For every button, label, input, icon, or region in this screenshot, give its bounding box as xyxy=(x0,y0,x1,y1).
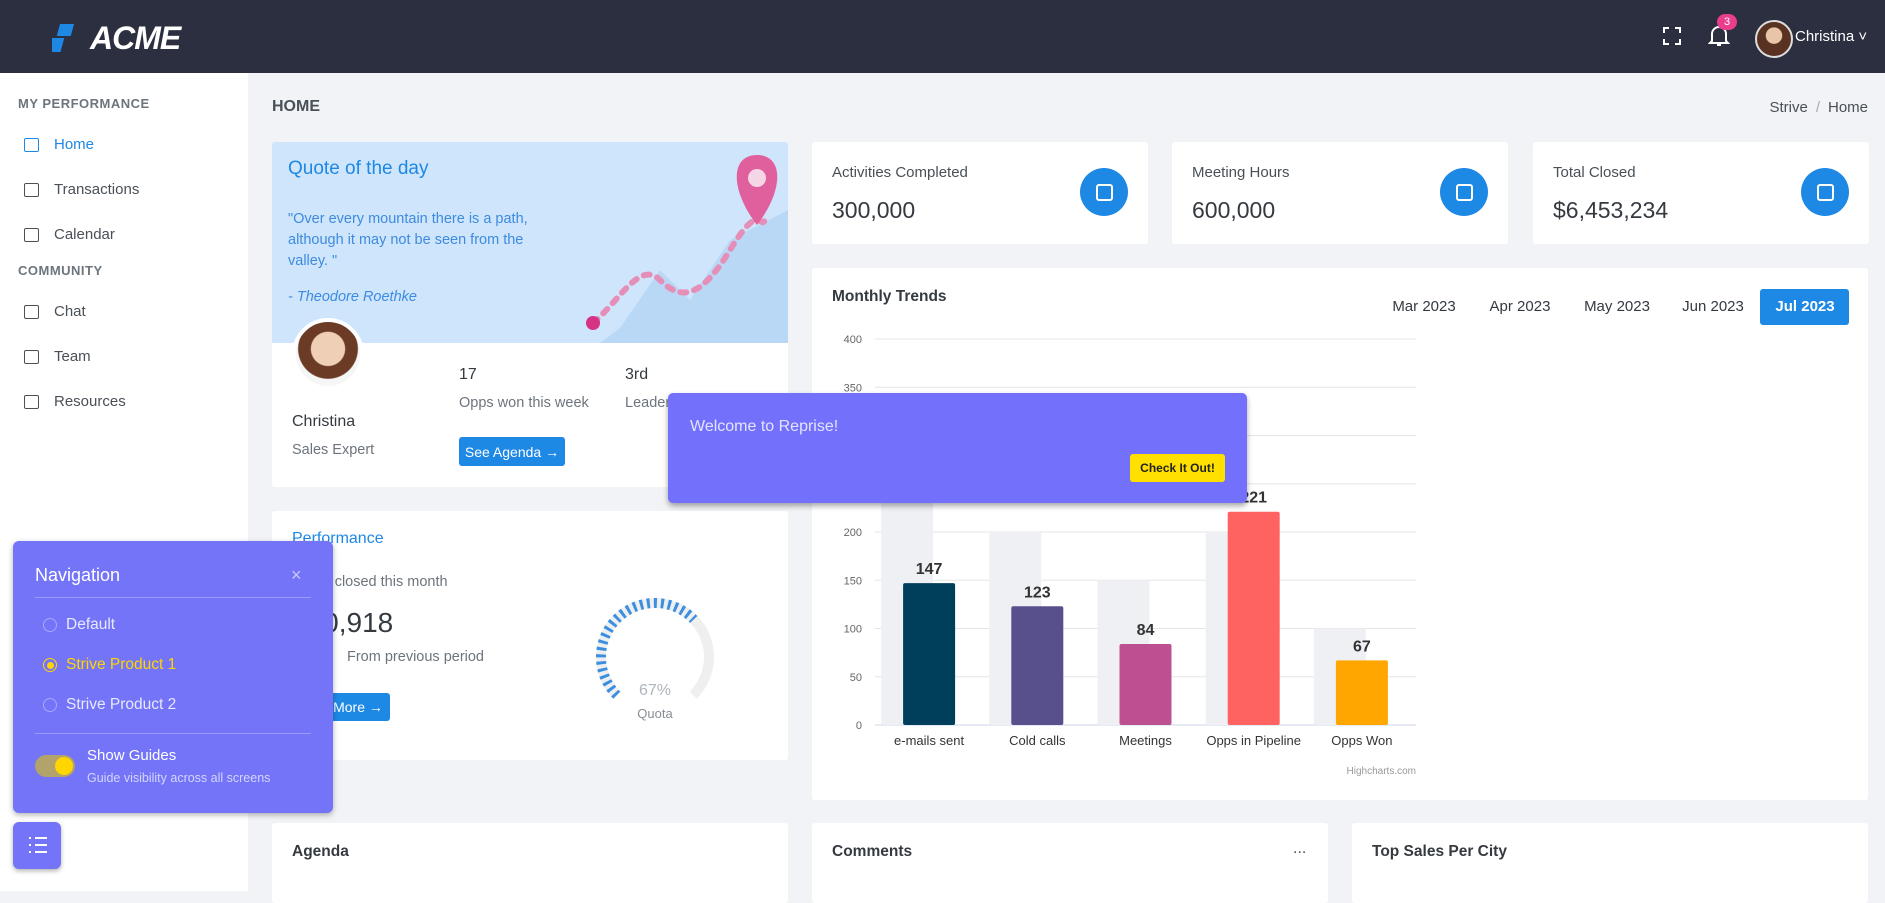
stat-icon-glyph xyxy=(1817,184,1834,201)
fullscreen-icon[interactable] xyxy=(1662,26,1682,46)
chart-title: Monthly Trends xyxy=(832,288,947,305)
sidebar-item[interactable]: Chat xyxy=(54,303,86,320)
quote-author: - Theodore Roethke xyxy=(288,289,417,305)
toggle-label: Show Guides xyxy=(87,747,177,764)
x-tick-label: e-mails sent xyxy=(894,733,965,748)
gauge-caption: Quota xyxy=(637,706,673,721)
popup-button[interactable]: Check It Out! xyxy=(1130,454,1225,482)
radio[interactable] xyxy=(43,658,57,672)
list-icon xyxy=(29,837,47,853)
sidebar-item[interactable]: Home xyxy=(54,136,95,153)
logo-icon xyxy=(52,24,74,52)
nav-title: Navigation xyxy=(35,565,121,585)
bottom-card-title: Agenda xyxy=(292,843,349,860)
divider xyxy=(35,733,311,734)
toggle-knob xyxy=(55,757,73,775)
sidebar-icon xyxy=(24,350,39,364)
see-agenda-button[interactable]: See Agenda → xyxy=(459,437,565,466)
profile-stat-value: 3rd xyxy=(625,366,649,383)
notification-badge: 3 xyxy=(1717,14,1737,30)
stat-label: Total Closed xyxy=(1553,164,1636,181)
profile-stat-label: Opps won this week xyxy=(459,395,589,411)
gauge-value: 67% xyxy=(638,682,672,699)
performance-change: From previous period xyxy=(347,649,484,665)
quote-illustration xyxy=(586,155,788,343)
user-avatar[interactable] xyxy=(1755,20,1793,58)
toggle[interactable] xyxy=(35,755,75,777)
profile-name: Christina xyxy=(292,413,356,430)
breadcrumb-item: Home xyxy=(1827,99,1868,116)
period-tab[interactable]: Jun 2023 xyxy=(1682,298,1744,315)
sidebar-icon xyxy=(24,305,39,319)
toggle-description: Guide visibility across all screens xyxy=(87,771,271,785)
profile-role: Sales Expert xyxy=(292,442,375,458)
page-title: HOME xyxy=(272,98,320,115)
radio[interactable] xyxy=(43,618,57,632)
x-tick-label: Opps Won xyxy=(1331,733,1393,748)
breadcrumb: Strive / Home xyxy=(1769,99,1868,116)
more-menu[interactable]: ... xyxy=(1293,840,1307,857)
profile-avatar xyxy=(292,318,364,390)
top-bar xyxy=(0,0,1885,73)
profile-stat-value: 17 xyxy=(459,366,477,383)
stat-icon xyxy=(1080,168,1128,216)
chart-card xyxy=(812,268,1868,800)
sidebar-icon xyxy=(24,395,39,409)
navigation-panel: Navigation × Show Guides Guide visibilit… xyxy=(13,541,333,813)
nav-option[interactable]: Strive Product 2 xyxy=(66,696,177,713)
sidebar-section-title: MY PERFORMANCE xyxy=(18,96,150,111)
sidebar-item[interactable]: Resources xyxy=(54,393,126,410)
bottom-card-title: Comments xyxy=(832,843,913,860)
user-name-text[interactable]: Christina xyxy=(1795,28,1855,45)
button-text[interactable]: See Agenda xyxy=(464,443,542,460)
sidebar-icon xyxy=(24,183,39,197)
tab-active-bg[interactable] xyxy=(1760,289,1849,325)
stat-icon-glyph xyxy=(1096,184,1113,201)
stat-label: Activities Completed xyxy=(832,164,968,181)
x-tick-label: Cold calls xyxy=(1009,733,1066,748)
period-tab[interactable]: May 2023 xyxy=(1584,298,1650,315)
nav-option[interactable]: Strive Product 1 xyxy=(66,656,177,673)
sidebar-item[interactable]: Team xyxy=(54,348,91,365)
stat-icon-glyph xyxy=(1456,184,1473,201)
bottom-card xyxy=(812,823,1328,903)
quote-text: "Over every mountain there is a path, al… xyxy=(288,211,528,269)
guide-button[interactable] xyxy=(13,822,61,869)
period-tab[interactable]: Mar 2023 xyxy=(1392,298,1456,315)
welcome-popup: Welcome to Reprise! Check It Out! xyxy=(668,393,1247,503)
period-tab[interactable]: Apr 2023 xyxy=(1489,298,1551,315)
radio[interactable] xyxy=(43,698,57,712)
sidebar-item[interactable]: Transactions xyxy=(54,181,140,198)
sidebar-item[interactable]: Calendar xyxy=(54,226,115,243)
sidebar-icon xyxy=(24,138,39,152)
nav-option[interactable]: Default xyxy=(66,616,116,633)
breadcrumb-item[interactable]: Strive xyxy=(1769,99,1808,116)
close-button[interactable]: × xyxy=(291,565,302,585)
sidebar-icon xyxy=(24,228,39,242)
radio-dot xyxy=(47,662,54,669)
logo[interactable]: ACME xyxy=(90,20,181,56)
x-tick-label: Opps in Pipeline xyxy=(1206,733,1302,748)
sidebar-section-title: COMMUNITY xyxy=(18,263,103,278)
x-tick-label: Meetings xyxy=(1119,733,1172,748)
period-tab[interactable]: Jul 2023 xyxy=(1775,298,1835,315)
stat-label: Meeting Hours xyxy=(1192,164,1290,181)
popup-text: Welcome to Reprise! xyxy=(690,418,839,435)
bottom-card xyxy=(272,823,788,903)
stat-icon xyxy=(1801,168,1849,216)
stat-value: 300,000 xyxy=(832,197,916,223)
stat-value: 600,000 xyxy=(1192,197,1276,223)
stat-icon xyxy=(1440,168,1488,216)
user-name[interactable]: Christina ˅ xyxy=(1795,28,1868,45)
divider xyxy=(35,597,311,598)
quote-title: Quote of the day xyxy=(288,158,429,179)
stat-value: $6,453,234 xyxy=(1553,197,1669,223)
bottom-card xyxy=(1352,823,1868,903)
bottom-card-title: Top Sales Per City xyxy=(1372,843,1507,860)
